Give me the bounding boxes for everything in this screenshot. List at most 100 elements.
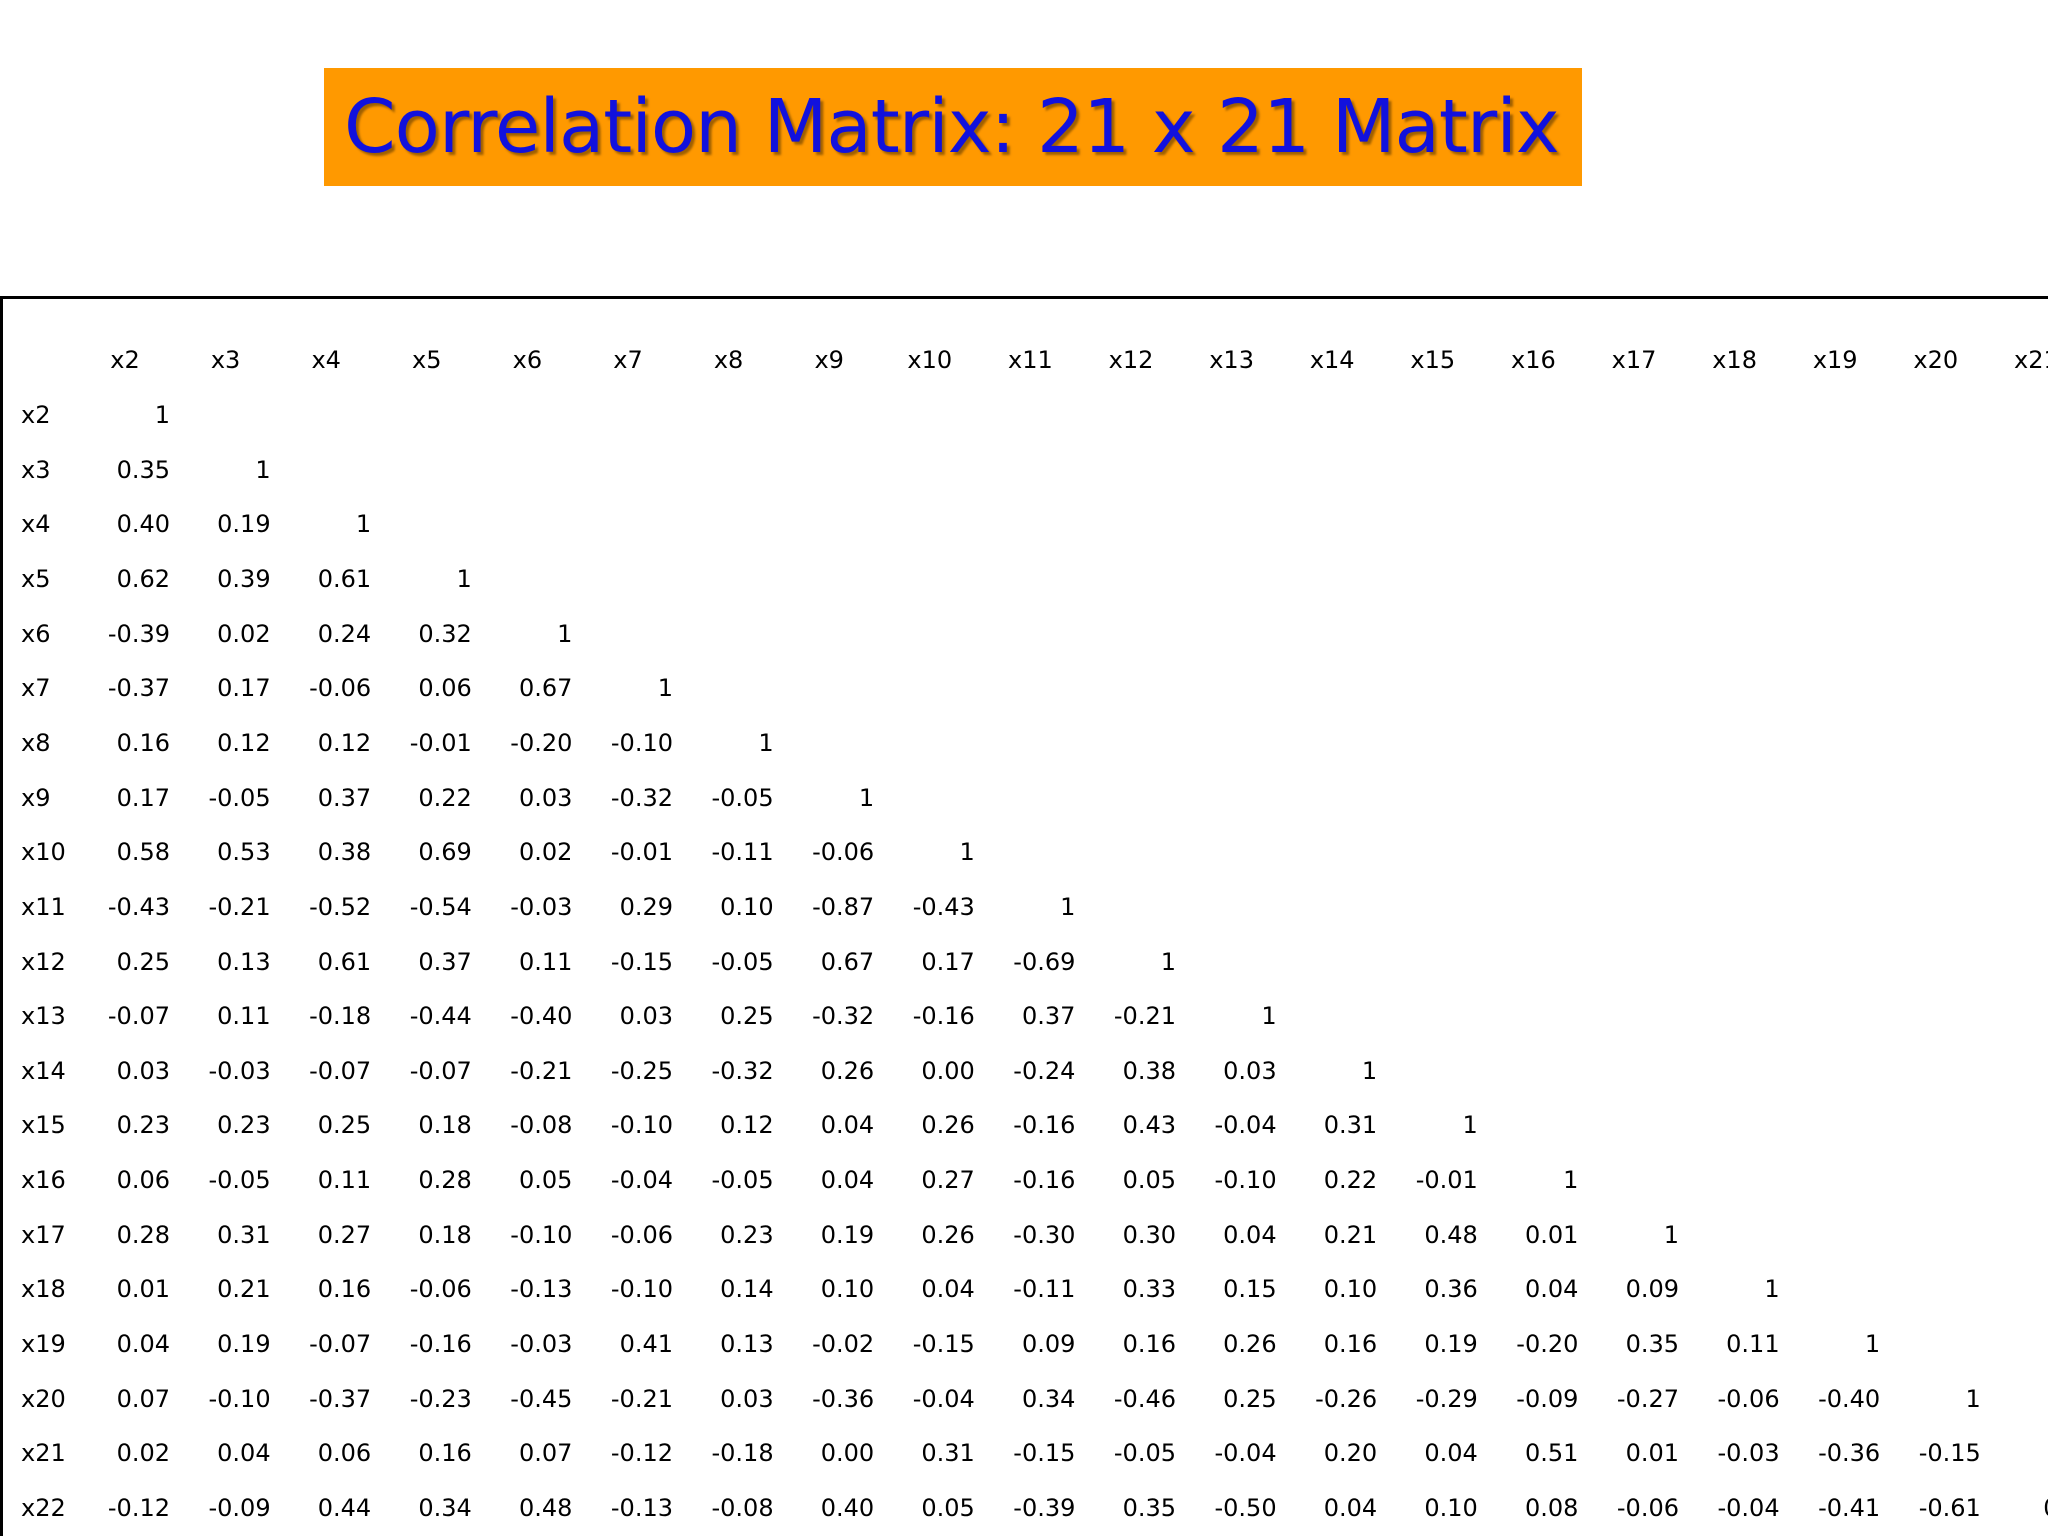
matrix-cell: 0.01 bbox=[1625, 1439, 1679, 1468]
matrix-cell: 0.09 bbox=[1625, 1275, 1679, 1304]
matrix-cell: 0.11 bbox=[317, 1166, 372, 1195]
matrix-cell: 1 bbox=[255, 455, 271, 484]
matrix-cell: 0.04 bbox=[1323, 1494, 1378, 1522]
matrix-cell: 0.21 bbox=[1323, 1220, 1378, 1249]
matrix-cell: 0.67 bbox=[518, 674, 573, 703]
matrix-cell: 0.19 bbox=[820, 1220, 875, 1249]
matrix-cell: -0.10 bbox=[510, 1220, 573, 1249]
matrix-cell: 0.25 bbox=[1223, 1384, 1277, 1413]
matrix-cell: -0.40 bbox=[510, 1002, 573, 1031]
matrix-cell: -0.32 bbox=[610, 783, 673, 812]
matrix-cell: 0.22 bbox=[1323, 1166, 1378, 1195]
matrix-cell: -0.32 bbox=[711, 1056, 774, 1085]
matrix-cell: -0.07 bbox=[309, 1056, 372, 1085]
row-label: x5 bbox=[21, 564, 51, 593]
matrix-cell: -0.87 bbox=[812, 892, 875, 921]
matrix-cell: 0.05 bbox=[1122, 1166, 1176, 1195]
matrix-cell: 0.30 bbox=[1122, 1220, 1176, 1249]
column-header: x6 bbox=[512, 346, 543, 374]
matrix-cell: 0.01 bbox=[116, 1275, 170, 1304]
matrix-cell: 0.06 bbox=[418, 674, 472, 703]
matrix-cell: -0.36 bbox=[812, 1384, 875, 1413]
matrix-cell: 0.16 bbox=[1323, 1330, 1378, 1359]
matrix-cell: 0.04 bbox=[1424, 1439, 1478, 1468]
matrix-cell: 0.24 bbox=[317, 619, 372, 648]
matrix-cell: 0.35 bbox=[1122, 1494, 1176, 1522]
matrix-cell: 1 bbox=[1160, 947, 1176, 976]
row-label: x11 bbox=[21, 892, 66, 921]
matrix-cell: -0.12 bbox=[107, 1494, 170, 1522]
matrix-cell: 0.14 bbox=[720, 1275, 774, 1304]
matrix-cell: 0.26 bbox=[921, 1111, 975, 1140]
matrix-cell: 0.12 bbox=[720, 1111, 774, 1140]
matrix-cell: -0.44 bbox=[409, 1002, 472, 1031]
matrix-cell: 0.09 bbox=[1021, 1330, 1076, 1359]
row-label: x8 bbox=[21, 728, 51, 757]
matrix-cell: 0.04 bbox=[820, 1111, 875, 1140]
matrix-cell: 0.19 bbox=[217, 1330, 271, 1359]
row-label: x12 bbox=[21, 947, 66, 976]
correlation-matrix-frame: x2 x3 x4 x5 x6 x7 x8 x9 x10 x11 x12 x13 x14 x15 x16 x17… bbox=[0, 296, 2048, 1536]
matrix-cell: 0.03 bbox=[116, 1056, 170, 1085]
matrix-cell: 1 bbox=[456, 564, 472, 593]
matrix-cell: 0.16 bbox=[317, 1275, 372, 1304]
matrix-cell: 0.23 bbox=[720, 1220, 774, 1249]
row-label: x18 bbox=[21, 1275, 66, 1304]
matrix-cell: -0.69 bbox=[1013, 947, 1076, 976]
matrix-cell: 1 bbox=[557, 619, 573, 648]
column-header: x12 bbox=[1108, 346, 1154, 374]
matrix-cell: 0.06 bbox=[317, 1439, 372, 1468]
title-banner: Correlation Matrix: 21 x 21 Matrix bbox=[324, 68, 1582, 186]
matrix-cell: 0.27 bbox=[317, 1220, 372, 1249]
matrix-cell: 0.48 bbox=[1424, 1220, 1478, 1249]
matrix-cell: 0.31 bbox=[217, 1220, 271, 1249]
matrix-cell: 1 bbox=[1864, 1330, 1881, 1359]
matrix-cell: 0.32 bbox=[418, 619, 472, 648]
matrix-cell: 0.26 bbox=[921, 1220, 975, 1249]
row-label: x7 bbox=[21, 674, 51, 703]
matrix-cell: 1 bbox=[1261, 1002, 1277, 1031]
matrix-cell: 0.31 bbox=[921, 1439, 975, 1468]
column-header: x19 bbox=[1812, 346, 1858, 374]
matrix-cell: -0.29 bbox=[1415, 1384, 1478, 1413]
correlation-matrix-table: x2 x3 x4 x5 x6 x7 x8 x9 x10 x11 x12 x13 x14 x15 x16 x17… bbox=[3, 299, 2048, 1536]
matrix-cell: 0.37 bbox=[418, 947, 472, 976]
matrix-cell: 0.02 bbox=[518, 838, 573, 867]
matrix-cell: -0.16 bbox=[409, 1330, 472, 1359]
matrix-cell: 0.03 bbox=[518, 783, 573, 812]
matrix-cell: 0.26 bbox=[1223, 1330, 1277, 1359]
matrix-cell: 0.12 bbox=[217, 728, 271, 757]
matrix-cell: 0.61 bbox=[317, 564, 372, 593]
matrix-cell: 0.19 bbox=[217, 510, 271, 539]
matrix-cell: 0.04 bbox=[921, 1275, 975, 1304]
row-label: x3 bbox=[21, 455, 51, 484]
column-header: x15 bbox=[1410, 346, 1456, 374]
row-label: x9 bbox=[21, 783, 51, 812]
matrix-cell: -0.39 bbox=[1013, 1494, 1076, 1522]
matrix-cell: -0.15 bbox=[1918, 1439, 1981, 1468]
matrix-cell: -0.06 bbox=[309, 674, 372, 703]
matrix-cell: 0.17 bbox=[116, 783, 170, 812]
column-header: x20 bbox=[1913, 346, 1959, 374]
matrix-cell: 0.03 bbox=[720, 1384, 774, 1413]
matrix-cell: 0.40 bbox=[116, 510, 170, 539]
matrix-cell: 0.03 bbox=[1223, 1056, 1277, 1085]
matrix-cell: 0.27 bbox=[921, 1166, 975, 1195]
column-header: x14 bbox=[1309, 346, 1355, 374]
matrix-cell: 0.07 bbox=[116, 1384, 170, 1413]
column-header: x10 bbox=[907, 346, 953, 374]
matrix-cell: -0.18 bbox=[309, 1002, 372, 1031]
matrix-cell: 0.25 bbox=[116, 947, 170, 976]
column-header: x11 bbox=[1008, 346, 1053, 374]
matrix-cell: -0.11 bbox=[711, 838, 774, 867]
matrix-cell: -0.06 bbox=[1717, 1384, 1780, 1413]
matrix-cell: 0.13 bbox=[217, 947, 271, 976]
matrix-cell: 0.02 bbox=[116, 1439, 170, 1468]
matrix-cell: 0.05 bbox=[518, 1166, 573, 1195]
matrix-cell: 1 bbox=[1663, 1220, 1679, 1249]
matrix-cell: 0.22 bbox=[418, 783, 472, 812]
matrix-cell: -0.05 bbox=[208, 783, 271, 812]
matrix-cell: -0.01 bbox=[409, 728, 472, 757]
matrix-cell: 1 bbox=[657, 674, 673, 703]
matrix-cell: -0.43 bbox=[107, 892, 170, 921]
